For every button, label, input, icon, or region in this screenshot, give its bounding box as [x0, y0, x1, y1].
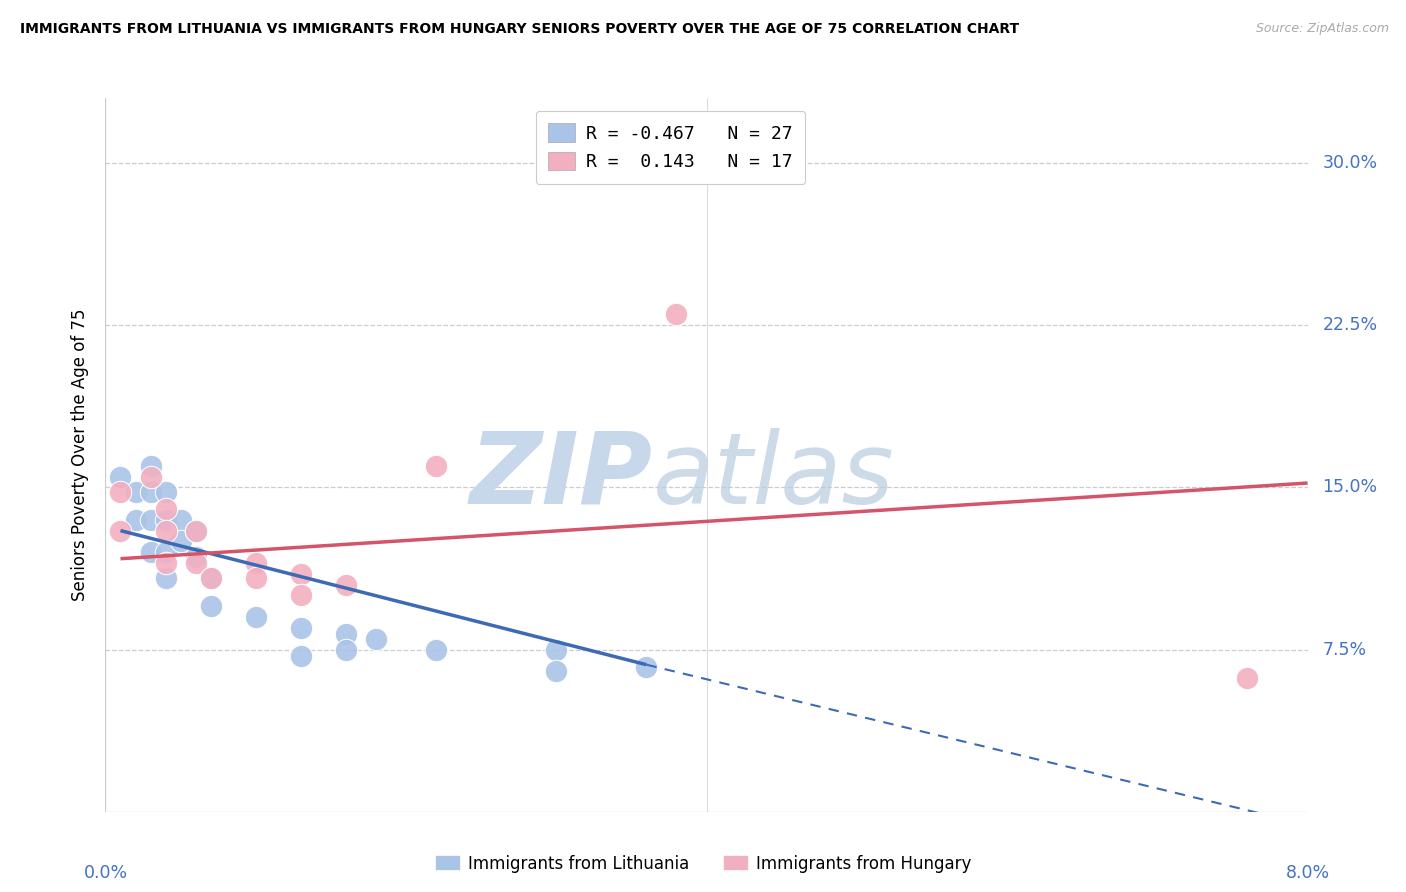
Point	[110, 524, 132, 538]
Text: 22.5%: 22.5%	[1323, 316, 1378, 334]
Point	[184, 549, 207, 564]
Text: 15.0%: 15.0%	[1323, 478, 1378, 496]
Point	[155, 571, 177, 585]
Point	[155, 502, 177, 516]
Point	[184, 556, 207, 570]
Point	[364, 632, 387, 646]
Point	[139, 484, 162, 499]
Point	[290, 566, 312, 581]
Point	[245, 571, 267, 585]
Point	[290, 589, 312, 603]
Point	[169, 534, 191, 549]
Text: 7.5%: 7.5%	[1323, 640, 1367, 658]
Text: Source: ZipAtlas.com: Source: ZipAtlas.com	[1256, 22, 1389, 36]
Legend: R = -0.467   N = 27, R =  0.143   N = 17: R = -0.467 N = 27, R = 0.143 N = 17	[536, 111, 806, 184]
Point	[335, 577, 357, 591]
Point	[139, 513, 162, 527]
Point	[200, 571, 222, 585]
Text: atlas: atlas	[652, 428, 894, 524]
Point	[155, 484, 177, 499]
Point	[155, 556, 177, 570]
Point	[245, 610, 267, 624]
Point	[546, 642, 568, 657]
Text: 30.0%: 30.0%	[1323, 154, 1378, 172]
Point	[139, 458, 162, 473]
Point	[335, 642, 357, 657]
Point	[139, 545, 162, 559]
Point	[546, 664, 568, 678]
Point	[636, 660, 658, 674]
Text: ZIP: ZIP	[470, 428, 652, 524]
Point	[155, 513, 177, 527]
Point	[124, 513, 146, 527]
Text: 8.0%: 8.0%	[1285, 863, 1330, 881]
Point	[290, 648, 312, 663]
Legend: Immigrants from Lithuania, Immigrants from Hungary: Immigrants from Lithuania, Immigrants fr…	[427, 848, 979, 880]
Point	[110, 469, 132, 483]
Point	[155, 524, 177, 538]
Point	[665, 307, 688, 321]
Point	[1236, 671, 1258, 685]
Point	[245, 556, 267, 570]
Y-axis label: Seniors Poverty Over the Age of 75: Seniors Poverty Over the Age of 75	[70, 309, 89, 601]
Point	[200, 571, 222, 585]
Text: 0.0%: 0.0%	[83, 863, 128, 881]
Point	[184, 524, 207, 538]
Point	[169, 513, 191, 527]
Point	[335, 627, 357, 641]
Text: IMMIGRANTS FROM LITHUANIA VS IMMIGRANTS FROM HUNGARY SENIORS POVERTY OVER THE AG: IMMIGRANTS FROM LITHUANIA VS IMMIGRANTS …	[20, 22, 1019, 37]
Point	[139, 469, 162, 483]
Point	[110, 484, 132, 499]
Point	[124, 484, 146, 499]
Point	[184, 524, 207, 538]
Point	[155, 545, 177, 559]
Point	[425, 458, 447, 473]
Point	[290, 621, 312, 635]
Point	[200, 599, 222, 614]
Point	[425, 642, 447, 657]
